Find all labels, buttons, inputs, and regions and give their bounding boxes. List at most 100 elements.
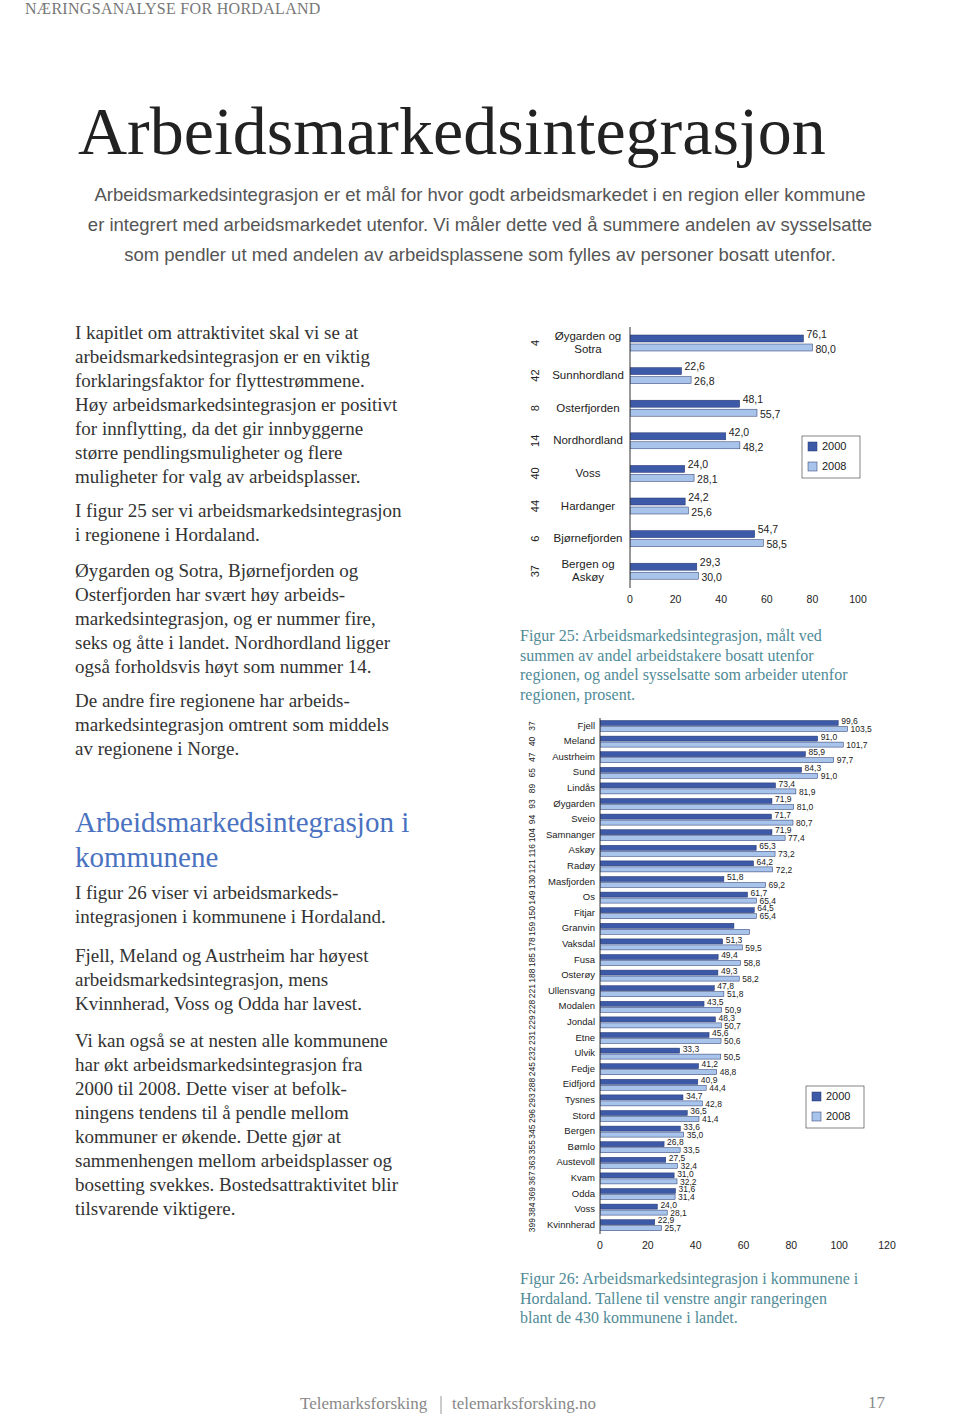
paragraph-line: Øygarden og Sotra, Bjørnefjorden og: [75, 560, 358, 582]
page-title: Arbeidsmarkedsintegrasjon: [78, 92, 826, 171]
category-label: Fusa: [574, 954, 596, 965]
tick-label: 60: [738, 1239, 750, 1251]
rank-label: 4: [529, 340, 541, 346]
paragraph-line: også forholdsvis høyt som nummer 14.: [75, 656, 372, 678]
rank-label: 44: [529, 500, 541, 512]
data-label: 73,4: [779, 779, 796, 789]
paragraph-line: i regionene i Hordaland.: [75, 524, 260, 546]
category-label: Ullensvang: [548, 985, 595, 996]
bar: [600, 767, 802, 772]
paragraph-line: markedsintegrasjon, og er nummer fire,: [75, 608, 376, 630]
paragraph-line: I figur 26 viser vi arbeidsmarkeds-: [75, 882, 338, 904]
rank-label: 104: [527, 828, 537, 842]
category-axis: [600, 718, 601, 1234]
data-label: 51,8: [727, 989, 744, 999]
data-label: 91,0: [821, 732, 838, 742]
data-label: 58,8: [744, 958, 761, 968]
figure-caption: Figur 25: Arbeidsmarkedsintegrasjon, mål…: [520, 627, 822, 645]
bar: [600, 1001, 704, 1006]
bars: [630, 335, 812, 579]
bar: [600, 1163, 677, 1168]
bar: [600, 867, 773, 872]
legend-swatch: [812, 1112, 821, 1121]
category-label: Vaksdal: [562, 938, 595, 949]
paragraph-line: markedsintegrasjon omtrent som middels: [75, 714, 389, 736]
bar: [630, 368, 682, 375]
category-label: Sund: [573, 766, 595, 777]
rank-label: 384: [527, 1202, 537, 1216]
bar: [600, 773, 818, 778]
legend-swatch: [808, 442, 817, 451]
paragraph-line: 2000 til 2008. Dette viser at befolk-: [75, 1078, 347, 1100]
rank-label: 231: [527, 1031, 537, 1045]
paragraph-line: Høy arbeidsmarkedsintegrasjon er positiv…: [75, 394, 397, 416]
paragraph-line: ningens tendens til å pendle mellom: [75, 1102, 349, 1124]
category-label: Øygarden: [553, 798, 595, 809]
bar: [600, 992, 724, 997]
intro-line: som pendler ut med andelen av arbeidspla…: [0, 244, 960, 266]
paragraph-line: seks og åtte i landet. Nordhordland ligg…: [75, 632, 390, 654]
category-label: Austevoll: [556, 1156, 595, 1167]
chart-layer: 476,180,04222,626,8848,155,71442,048,240…: [0, 0, 960, 1415]
data-label: 22,6: [685, 360, 706, 372]
bar: [600, 752, 805, 757]
category-label: Fitjar: [574, 907, 595, 918]
footer-separator: [441, 1396, 442, 1414]
category-axis: [630, 327, 631, 588]
bar: [600, 945, 742, 950]
rank-label: 6: [529, 536, 541, 542]
paragraph-line: Osterfjorden har svært høy arbeids-: [75, 584, 345, 606]
data-label: 41,2: [702, 1059, 719, 1069]
bar: [600, 1157, 666, 1162]
category-label: Jondal: [567, 1016, 595, 1027]
bar: [600, 1079, 698, 1084]
tick-label: 120: [878, 1239, 896, 1251]
data-label: 43,5: [707, 997, 724, 1007]
category-label: Lindås: [567, 782, 595, 793]
data-label: 101,7: [846, 740, 868, 750]
rank-label: 229: [527, 1015, 537, 1029]
bar: [600, 1007, 722, 1012]
rank-label: 355: [527, 1140, 537, 1154]
rank-label: 369: [527, 1187, 537, 1201]
data-label: 80,0: [815, 343, 836, 355]
paragraph-line: Fjell, Meland og Austrheim har høyest: [75, 945, 368, 967]
rank-label: 14: [529, 435, 541, 447]
data-label: 31,4: [678, 1192, 695, 1202]
category-label: Etne: [575, 1032, 595, 1043]
bar: [600, 986, 714, 991]
rank-label: 40: [527, 737, 537, 747]
bar: [600, 883, 766, 888]
bar: [600, 1070, 717, 1075]
bar: [600, 970, 718, 975]
paragraph-line: større pendlingsmuligheter og flere: [75, 442, 343, 464]
bar: [600, 877, 724, 882]
paragraph-line: arbeidsmarkedsintegrasjon, mens: [75, 969, 328, 991]
bar: [600, 820, 793, 825]
data-label: 71,7: [774, 810, 791, 820]
bar: [630, 498, 685, 505]
bar: [600, 1204, 657, 1209]
footer-text: Telemarksforsking: [300, 1394, 427, 1414]
data-label: 50,6: [724, 1036, 741, 1046]
figure-caption: Hordaland. Tallene til venstre angir ran…: [520, 1290, 827, 1308]
rank-label: 116: [527, 844, 537, 858]
bar: [600, 1039, 721, 1044]
bar: [600, 783, 776, 788]
bar: [600, 845, 756, 850]
bar: [600, 1095, 683, 1100]
data-label: 65,4: [759, 911, 776, 921]
figure-caption: blant de 430 kommunene i landet.: [520, 1309, 738, 1327]
rank-label: 221: [527, 984, 537, 998]
legend-label: 2000: [822, 440, 846, 452]
rank-label: 121: [527, 859, 537, 873]
data-label: 24,0: [688, 458, 709, 470]
data-label: 49,4: [721, 950, 738, 960]
bar: [630, 344, 812, 351]
rank-label: 37: [529, 565, 541, 577]
rank-label: 178: [527, 937, 537, 951]
figure-caption: regionen, prosent.: [520, 686, 635, 704]
bar: [600, 939, 723, 944]
rank-label: 345: [527, 1124, 537, 1138]
paragraph-line: sammenhengen mellom arbeidsplasser og: [75, 1150, 392, 1172]
